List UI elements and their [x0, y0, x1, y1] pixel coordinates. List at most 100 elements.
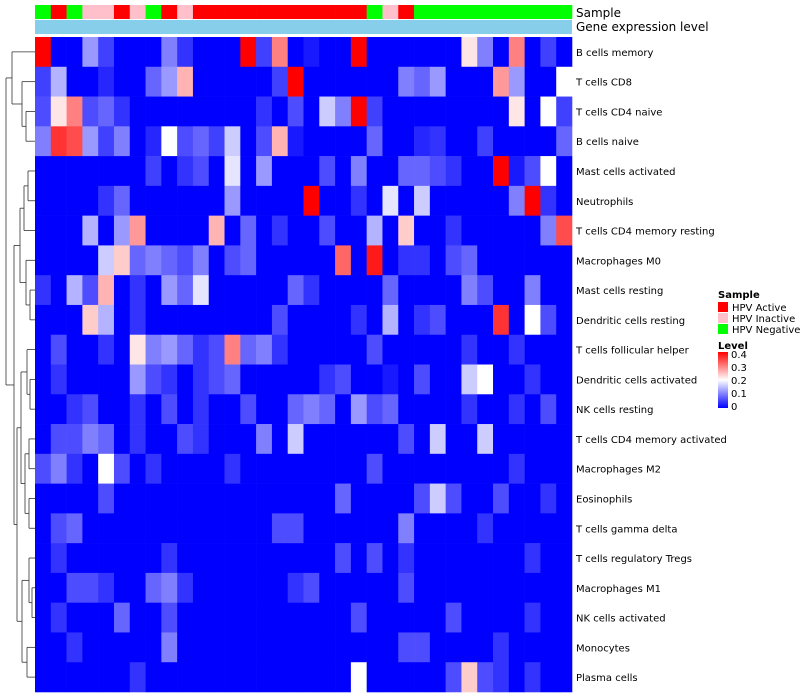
heatmap-cell [66, 364, 83, 395]
heatmap-cell [224, 334, 241, 365]
heatmap-cell [113, 543, 131, 574]
heatmap-cell [303, 215, 320, 246]
heatmap-cell [271, 424, 289, 455]
heatmap-cell [240, 96, 257, 127]
heatmap-cell [350, 602, 367, 633]
heatmap-cell [224, 215, 241, 246]
heatmap-cell [256, 304, 273, 336]
sample-annotation-cell [319, 5, 336, 19]
heatmap-cell [35, 185, 52, 216]
heatmap-cell [145, 245, 162, 276]
heatmap-cell [256, 66, 273, 97]
heatmap-cell [256, 483, 273, 514]
heatmap-cell [303, 394, 320, 425]
heatmap-cell [98, 66, 115, 97]
sample-annotation-cell [35, 5, 52, 19]
heatmap-cell [50, 275, 67, 306]
heatmap-cell [366, 543, 383, 574]
heatmap-cell [556, 334, 573, 365]
heatmap-cell [477, 483, 494, 514]
heatmap-cell [493, 453, 510, 484]
heatmap-cell [208, 96, 225, 127]
heatmap-cell [493, 364, 510, 395]
heatmap-cell [66, 215, 83, 246]
heatmap-cell [66, 513, 83, 544]
heatmap-cell [192, 662, 210, 693]
heatmap-cell [177, 96, 194, 127]
heatmap-cell [477, 602, 494, 633]
heatmap-cell [556, 364, 573, 395]
heatmap-cell [477, 275, 494, 306]
heatmap-cell [508, 632, 525, 663]
heatmap-cell [113, 275, 131, 306]
heatmap-cell [224, 156, 241, 187]
heatmap-cell [35, 126, 52, 157]
sample-annotation-cell [177, 5, 194, 19]
heatmap-cell [161, 304, 178, 336]
heatmap-cell [303, 156, 320, 187]
heatmap-cell [287, 66, 304, 97]
heatmap-cell [240, 156, 257, 187]
heatmap-cell [477, 513, 494, 544]
heatmap-cell [208, 185, 225, 216]
heatmap-cell [271, 304, 289, 336]
sample-annotation-cell [508, 5, 525, 19]
heatmap-cell [177, 572, 194, 603]
heatmap-cell [414, 185, 431, 216]
heatmap-cell [477, 364, 494, 395]
legend-level-tick: 0 [731, 402, 737, 413]
heatmap-cell [113, 37, 131, 68]
sample-annotation-cell [224, 5, 241, 19]
heatmap-cell [35, 453, 52, 484]
heatmap-cell [98, 483, 115, 514]
heatmap-cell [82, 126, 99, 157]
heatmap-cell [50, 483, 67, 514]
heatmap-cell [493, 334, 510, 365]
heatmap-cell [287, 304, 304, 336]
heatmap-cell [145, 156, 162, 187]
heatmap-cell [303, 185, 320, 216]
heatmap-cell [145, 483, 162, 514]
heatmap-cell [414, 96, 431, 127]
heatmap-cell [335, 185, 352, 216]
heatmap-cell [82, 245, 99, 276]
heatmap-cell [113, 96, 131, 127]
heatmap-cell [445, 543, 462, 574]
heatmap-cell [50, 37, 67, 68]
sample-annotation-cell [445, 5, 462, 19]
heatmap-cell [335, 334, 352, 365]
heatmap-cell [556, 572, 573, 603]
heatmap-cell [98, 394, 115, 425]
heatmap-cell [414, 245, 431, 276]
heatmap-cell [477, 156, 494, 187]
heatmap-cell [240, 394, 257, 425]
heatmap-cell [429, 215, 446, 246]
heatmap-cell [113, 364, 131, 395]
heatmap-cell [98, 424, 115, 455]
heatmap-cell [461, 572, 478, 603]
heatmap-cell [113, 66, 131, 97]
heatmap-cell [192, 394, 210, 425]
heatmap-cell [192, 96, 210, 127]
heatmap-cell [35, 304, 52, 336]
heatmap-cell [366, 275, 383, 306]
heatmap-cell [271, 66, 289, 97]
heatmap-cell [350, 215, 367, 246]
heatmap-cell [208, 602, 225, 633]
heatmap-cell [224, 632, 241, 663]
heatmap-cell [98, 334, 115, 365]
heatmap-cell [129, 513, 146, 544]
heatmap-cell [256, 572, 273, 603]
heatmap-cell [50, 543, 67, 574]
legend-level-tick: 0.3 [731, 363, 747, 374]
heatmap-cell [366, 513, 383, 544]
heatmap-cell [129, 185, 146, 216]
heatmap-cell [192, 513, 210, 544]
heatmap-cell [303, 245, 320, 276]
heatmap-cell [556, 126, 573, 157]
heatmap-cell [82, 156, 99, 187]
sample-annotation-cell [429, 5, 446, 19]
heatmap-cell [192, 215, 210, 246]
heatmap-cell [303, 364, 320, 395]
heatmap-cell [414, 334, 431, 365]
